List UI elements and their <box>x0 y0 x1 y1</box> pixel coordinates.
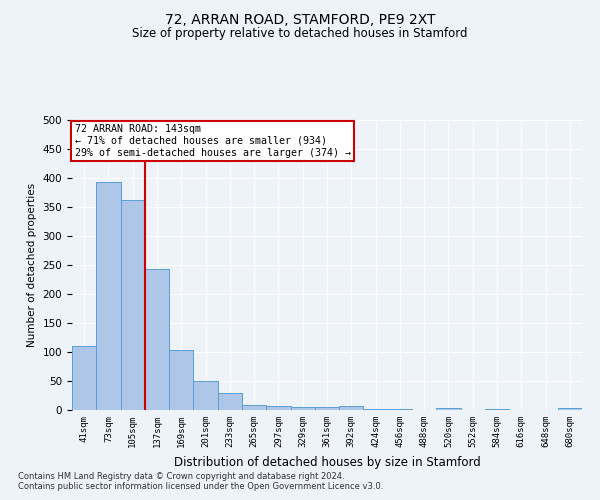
Bar <box>96 182 121 410</box>
Bar <box>169 350 193 410</box>
Bar <box>266 406 290 410</box>
Bar <box>290 407 315 410</box>
Text: Distribution of detached houses by size in Stamford: Distribution of detached houses by size … <box>173 456 481 469</box>
Text: Size of property relative to detached houses in Stamford: Size of property relative to detached ho… <box>132 28 468 40</box>
Bar <box>485 409 509 410</box>
Text: 72 ARRAN ROAD: 143sqm
← 71% of detached houses are smaller (934)
29% of semi-det: 72 ARRAN ROAD: 143sqm ← 71% of detached … <box>74 124 350 158</box>
Bar <box>145 269 169 410</box>
Bar <box>388 409 412 410</box>
Bar <box>339 406 364 410</box>
Y-axis label: Number of detached properties: Number of detached properties <box>27 183 37 347</box>
Text: 72, ARRAN ROAD, STAMFORD, PE9 2XT: 72, ARRAN ROAD, STAMFORD, PE9 2XT <box>165 12 435 26</box>
Text: Contains HM Land Registry data © Crown copyright and database right 2024.: Contains HM Land Registry data © Crown c… <box>18 472 344 481</box>
Bar <box>242 405 266 410</box>
Bar <box>121 200 145 410</box>
Bar <box>193 381 218 410</box>
Bar <box>315 407 339 410</box>
Bar <box>218 393 242 410</box>
Bar <box>72 346 96 410</box>
Bar <box>558 408 582 410</box>
Text: Contains public sector information licensed under the Open Government Licence v3: Contains public sector information licen… <box>18 482 383 491</box>
Bar <box>436 408 461 410</box>
